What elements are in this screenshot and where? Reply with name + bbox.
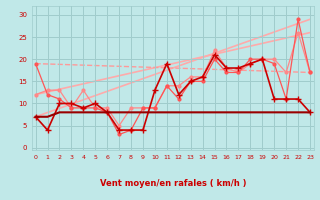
X-axis label: Vent moyen/en rafales ( km/h ): Vent moyen/en rafales ( km/h ) — [100, 179, 246, 188]
